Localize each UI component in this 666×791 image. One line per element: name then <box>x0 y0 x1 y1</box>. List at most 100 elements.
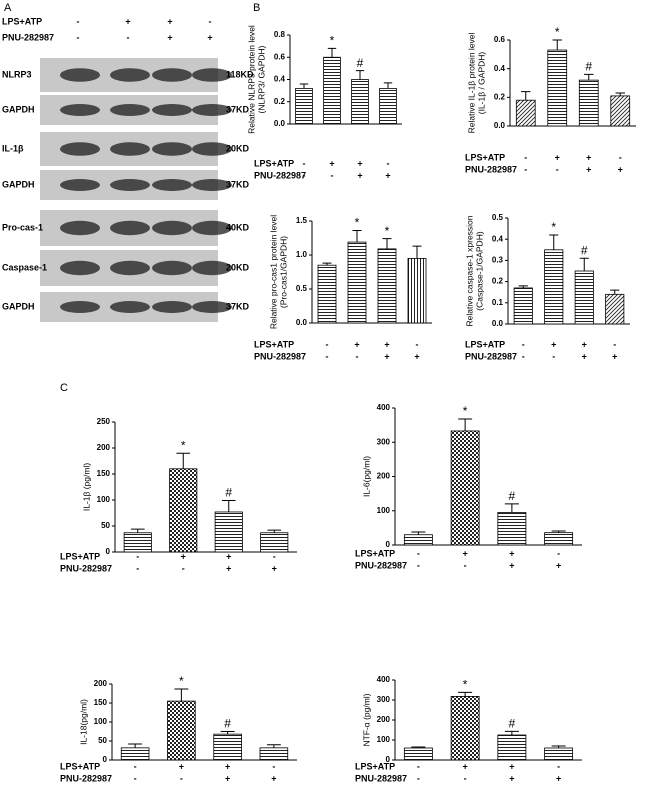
error-bar <box>549 234 559 250</box>
error-bar <box>266 744 281 748</box>
annotation: * <box>330 34 335 48</box>
treatment-sign: - <box>134 773 137 783</box>
treatment-sign: - <box>522 339 525 349</box>
y-tick-label: 0.0 <box>494 121 506 130</box>
error-bar <box>322 262 332 266</box>
treatment-name: LPS+ATP <box>355 761 395 771</box>
y-axis-label: (Caspase-1/GAPDH) <box>474 231 484 311</box>
treatment-name: LPS+ATP <box>355 548 395 558</box>
error-bar <box>352 230 362 243</box>
treatment-sign: - <box>552 351 555 361</box>
y-tick-label: 0.6 <box>494 35 506 44</box>
annotation: # <box>509 717 516 731</box>
treatment-sign: - <box>127 32 130 42</box>
treatment-sign: + <box>271 773 276 783</box>
y-tick-label: 150 <box>94 698 108 707</box>
treatment-sign: - <box>77 32 80 42</box>
bar <box>403 747 433 761</box>
treatment-sign: + <box>207 32 212 42</box>
bar <box>403 534 433 546</box>
blot-band <box>192 260 232 276</box>
treatment-sign: - <box>136 551 139 561</box>
treatment-sign: + <box>555 152 560 162</box>
error-bar <box>267 529 282 533</box>
y-axis-label: (Pro-cas1/GAPDH) <box>278 236 288 308</box>
y-tick-label: 0 <box>103 755 108 764</box>
error-bar <box>327 47 337 58</box>
bar <box>323 56 341 125</box>
blot-band <box>60 142 100 156</box>
y-tick-label: 300 <box>377 695 391 704</box>
blot-band <box>60 68 100 82</box>
treatment-sign: - <box>303 170 306 180</box>
bar <box>213 733 242 761</box>
y-tick-label: 0 <box>106 547 111 556</box>
treatment-sign: + <box>384 339 389 349</box>
y-tick-label: 400 <box>377 675 391 684</box>
y-axis-label: (NLRP3/ GAPDH) <box>256 45 266 113</box>
annotation: # <box>581 243 588 257</box>
error-bar <box>579 257 589 271</box>
y-tick-label: 0.0 <box>274 119 286 128</box>
treatment-sign: + <box>509 560 514 570</box>
bar <box>578 79 599 127</box>
treatment-sign: - <box>272 761 275 771</box>
treatment-sign: - <box>182 563 185 573</box>
bar <box>547 49 568 127</box>
treatment-sign: + <box>551 339 556 349</box>
y-tick-label: 200 <box>94 679 108 688</box>
bar <box>295 88 313 125</box>
treatment-sign: - <box>556 164 559 174</box>
y-tick-label: 0.1 <box>492 298 504 307</box>
treatment-sign: - <box>524 164 527 174</box>
error-bar <box>176 452 191 469</box>
bar <box>347 241 367 324</box>
y-tick-label: 0.2 <box>492 277 504 286</box>
blot-size: 20KD <box>226 143 250 153</box>
bar <box>497 512 527 546</box>
treatment-sign: - <box>180 773 183 783</box>
blot-band <box>192 301 232 313</box>
annotation: * <box>385 224 390 238</box>
error-bar <box>174 688 189 702</box>
y-tick-label: 1.0 <box>296 250 308 259</box>
blot-band <box>110 301 150 313</box>
bar <box>167 700 196 761</box>
treatment-name: LPS+ATP <box>254 339 294 349</box>
y-tick-label: 0.3 <box>492 256 504 265</box>
treatment-sign: - <box>77 16 80 26</box>
bar <box>574 270 594 325</box>
error-bar <box>615 92 625 96</box>
y-tick-label: 100 <box>377 506 391 515</box>
error-bar <box>552 39 562 51</box>
treatment-sign: + <box>225 761 230 771</box>
treatment-sign: + <box>612 351 617 361</box>
bar <box>497 734 527 761</box>
y-tick-label: 250 <box>97 417 111 426</box>
treatment-sign: - <box>416 339 419 349</box>
treatment-sign: - <box>326 339 329 349</box>
treatment-sign: + <box>462 548 467 558</box>
treatment-sign: - <box>464 560 467 570</box>
treatment-sign: - <box>326 351 329 361</box>
error-bar <box>412 245 422 259</box>
treatment-sign: + <box>556 773 561 783</box>
bar <box>450 430 480 546</box>
blot-band <box>60 104 100 116</box>
blot-band <box>152 179 192 191</box>
y-tick-label: 0.4 <box>492 234 504 243</box>
blot-label: IL-1β <box>2 143 24 153</box>
blot-band <box>60 260 100 276</box>
treatment-sign: - <box>387 158 390 168</box>
y-tick-label: 100 <box>94 717 108 726</box>
bar <box>123 532 152 553</box>
treatment-sign: + <box>354 339 359 349</box>
y-tick-label: 100 <box>97 495 111 504</box>
blot-band <box>152 142 192 156</box>
treatment-sign: - <box>303 158 306 168</box>
treatment-name: LPS+ATP <box>465 152 505 162</box>
blot-band <box>152 104 192 116</box>
y-axis-label: (IL-1β / GAPDH) <box>476 52 486 115</box>
y-tick-label: 200 <box>377 715 391 724</box>
